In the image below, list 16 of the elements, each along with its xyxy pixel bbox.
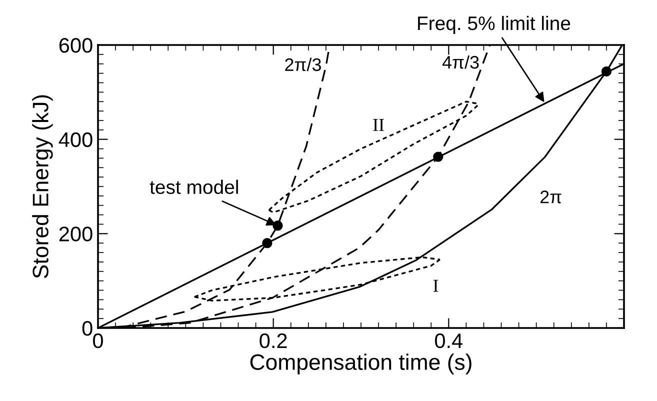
annotation: test model: [150, 180, 238, 194]
annotation: Freq. 5% limit line: [418, 16, 570, 34]
y-tick-label: 0: [82, 321, 92, 336]
annotation: 2π: [540, 190, 562, 204]
y-tick-label: 600: [59, 38, 92, 53]
annotation: 2π/3: [285, 58, 321, 72]
x-tick-label: 0.2: [260, 333, 287, 348]
annotation: II: [373, 119, 384, 131]
y-tick-label: 400: [58, 132, 92, 148]
y-axis-title: Stored Energy (kJ): [32, 95, 53, 278]
x-tick-label: 0.4: [435, 333, 463, 348]
y-tick-label: 200: [59, 226, 92, 242]
x-axis-title: Compensation time (s): [250, 354, 472, 374]
annotation: 4π/3: [442, 55, 479, 69]
x-tick-label: 0: [93, 333, 103, 348]
annotation: I: [433, 280, 438, 292]
